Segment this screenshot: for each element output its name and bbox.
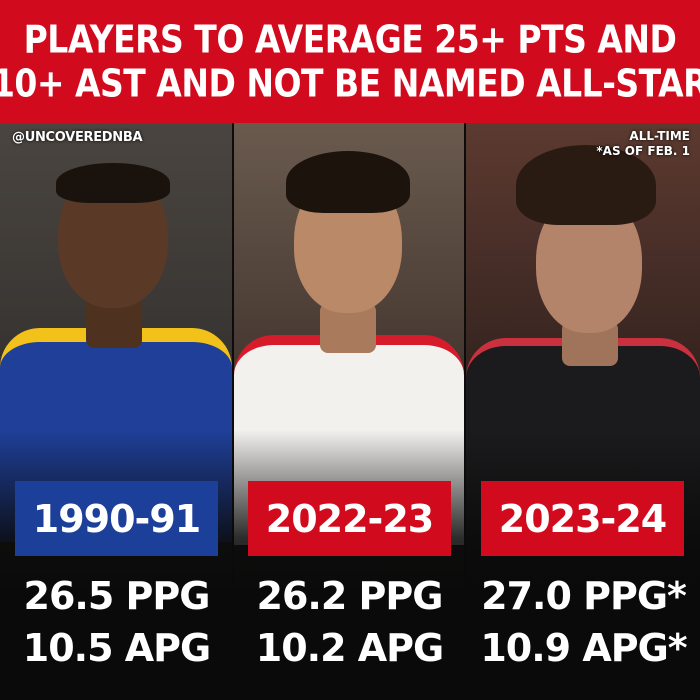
footnote-line-2: *AS OF FEB. 1 — [596, 144, 690, 158]
footnote-line-1: ALL-TIME — [629, 129, 690, 143]
ppg-stat: 27.0 PPG* — [481, 574, 687, 618]
season-badge-2: 2022-23 — [248, 481, 451, 556]
apg-stat: 10.2 APG — [255, 626, 444, 670]
title-line-2: 10+ AST AND NOT BE NAMED ALL-STAR — [0, 60, 700, 106]
title-banner: PLAYERS TO AVERAGE 25+ PTS AND 10+ AST A… — [0, 0, 700, 123]
footnote: ALL-TIME *AS OF FEB. 1 — [596, 129, 690, 159]
stats-block-1: 26.5 PPG 10.5 APG — [0, 570, 233, 674]
title-line-1: PLAYERS TO AVERAGE 25+ PTS AND — [23, 16, 677, 62]
watermark-handle: @UNCOVEREDNBA — [12, 130, 143, 145]
apg-stat: 10.9 APG* — [480, 626, 687, 670]
ppg-stat: 26.5 PPG — [23, 574, 211, 618]
season-badge-1: 1990-91 — [15, 481, 218, 556]
stats-block-3: 27.0 PPG* 10.9 APG* — [467, 570, 700, 674]
hair-shape — [286, 151, 410, 213]
hair-shape — [516, 145, 656, 225]
apg-stat: 10.5 APG — [22, 626, 211, 670]
ppg-stat: 26.2 PPG — [256, 574, 444, 618]
hair-shape — [56, 163, 170, 203]
season-badge-3: 2023-24 — [481, 481, 684, 556]
bottom-fade — [0, 430, 700, 700]
stats-block-2: 26.2 PPG 10.2 APG — [233, 570, 466, 674]
